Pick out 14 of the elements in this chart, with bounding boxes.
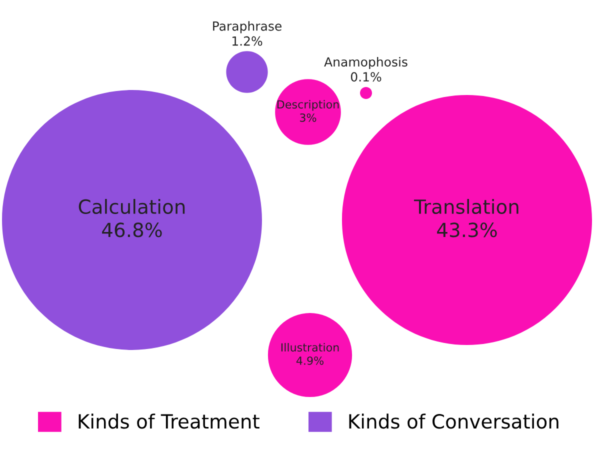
data-label: 43.3%	[437, 222, 497, 238]
data-label: 3%	[300, 113, 316, 122]
data-label: 4.9%	[296, 356, 324, 365]
legend-label: Kinds of Treatment	[78, 414, 260, 429]
legend-label: Kinds of Conversation	[349, 414, 558, 429]
data-label: 1.2%	[232, 36, 262, 46]
category-label: Description	[277, 100, 339, 111]
category-label: Paraphrase	[213, 21, 282, 34]
category-label: Anamophosis	[324, 56, 408, 70]
category-label: Translation	[414, 198, 518, 214]
category-label: Illustration	[281, 342, 339, 352]
data-label: 46.8%	[102, 222, 162, 238]
category-label: Calculation	[78, 198, 185, 214]
data-label: 0.1%	[350, 72, 382, 82]
